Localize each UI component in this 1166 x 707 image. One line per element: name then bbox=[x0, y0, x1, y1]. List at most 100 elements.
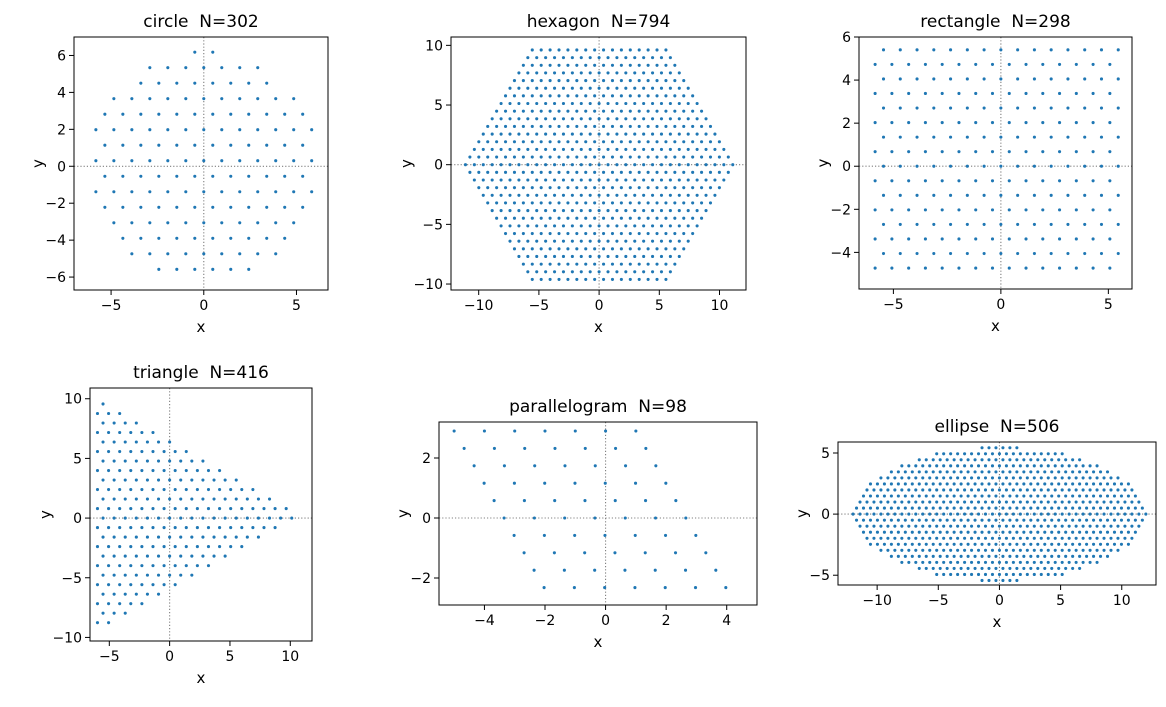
data-point bbox=[1029, 458, 1033, 462]
data-point bbox=[633, 586, 637, 590]
data-point bbox=[1015, 542, 1019, 546]
data-point bbox=[544, 254, 548, 259]
x-tick-label: 5 bbox=[1056, 593, 1065, 609]
data-point bbox=[570, 224, 574, 228]
data-point bbox=[664, 124, 668, 128]
x-tick-label: 0 bbox=[601, 613, 610, 629]
data-point bbox=[624, 209, 628, 213]
x-tick-label: −5 bbox=[529, 298, 550, 314]
data-point bbox=[893, 488, 897, 492]
data-point bbox=[893, 536, 897, 540]
data-point bbox=[190, 573, 194, 577]
data-point bbox=[553, 163, 557, 167]
data-point bbox=[557, 201, 561, 205]
data-point bbox=[606, 224, 610, 228]
data-point bbox=[642, 147, 646, 151]
data-point bbox=[151, 430, 155, 435]
data-point bbox=[633, 163, 637, 167]
data-point bbox=[646, 79, 650, 83]
data-point bbox=[575, 186, 579, 190]
data-point bbox=[1041, 150, 1045, 154]
data-point bbox=[893, 476, 897, 480]
data-point bbox=[659, 132, 664, 136]
x-tick-label: 0 bbox=[165, 649, 174, 665]
data-point bbox=[1039, 560, 1043, 564]
data-point bbox=[903, 506, 907, 510]
data-point bbox=[481, 193, 485, 197]
data-point bbox=[1112, 542, 1117, 546]
data-point bbox=[1046, 560, 1050, 564]
point-series bbox=[463, 48, 735, 281]
data-point bbox=[949, 164, 953, 168]
data-point bbox=[1064, 554, 1068, 558]
data-point bbox=[566, 277, 570, 281]
data-point bbox=[575, 63, 579, 67]
data-point bbox=[1067, 560, 1071, 564]
data-point bbox=[923, 179, 927, 183]
data-point bbox=[118, 602, 122, 606]
data-point bbox=[129, 564, 133, 568]
data-point bbox=[1008, 530, 1012, 534]
data-point bbox=[900, 536, 904, 540]
data-point bbox=[976, 548, 981, 552]
data-point bbox=[965, 251, 969, 256]
data-point bbox=[495, 155, 499, 159]
data-point bbox=[103, 174, 107, 178]
data-point bbox=[886, 536, 890, 540]
data-point bbox=[526, 163, 530, 167]
data-point bbox=[907, 524, 911, 528]
data-point bbox=[526, 117, 530, 121]
data-point bbox=[673, 186, 677, 190]
data-point bbox=[1133, 494, 1137, 498]
data-point bbox=[924, 482, 928, 486]
data-point bbox=[1066, 193, 1070, 197]
data-point bbox=[175, 81, 179, 85]
data-point bbox=[619, 155, 623, 159]
data-point bbox=[140, 507, 144, 511]
data-point bbox=[95, 526, 100, 530]
data-point bbox=[889, 530, 893, 534]
data-point bbox=[873, 179, 877, 183]
data-point bbox=[854, 518, 859, 522]
data-point bbox=[615, 270, 619, 274]
data-point bbox=[512, 94, 517, 98]
data-point bbox=[990, 208, 995, 212]
data-point bbox=[561, 101, 566, 106]
data-point bbox=[301, 112, 305, 116]
data-point bbox=[530, 155, 534, 159]
data-point bbox=[544, 86, 548, 90]
data-point bbox=[166, 190, 170, 194]
data-point bbox=[139, 143, 143, 147]
data-point bbox=[677, 101, 681, 106]
data-point bbox=[1088, 476, 1092, 480]
data-point bbox=[157, 112, 161, 116]
data-point bbox=[508, 101, 512, 106]
data-point bbox=[957, 266, 961, 270]
subplot-title: parallelogram N=98 bbox=[509, 397, 687, 417]
data-point bbox=[924, 518, 928, 522]
data-point bbox=[956, 476, 960, 480]
data-point bbox=[526, 71, 530, 75]
data-point bbox=[1108, 150, 1112, 154]
data-point bbox=[663, 533, 668, 537]
data-point bbox=[717, 155, 721, 159]
data-point bbox=[557, 155, 561, 159]
data-point bbox=[593, 186, 597, 190]
data-point bbox=[530, 79, 534, 83]
data-point bbox=[717, 186, 721, 190]
data-point bbox=[963, 548, 967, 552]
data-point bbox=[923, 208, 927, 212]
x-tick-label: 5 bbox=[292, 298, 301, 314]
data-point bbox=[1081, 512, 1085, 516]
data-point bbox=[247, 112, 251, 116]
data-point bbox=[247, 267, 251, 271]
data-point bbox=[1001, 482, 1005, 486]
data-point bbox=[624, 117, 628, 121]
data-point bbox=[229, 267, 233, 271]
data-point bbox=[195, 507, 199, 511]
data-point bbox=[1091, 266, 1095, 270]
data-point bbox=[238, 128, 242, 132]
data-point bbox=[983, 560, 988, 564]
